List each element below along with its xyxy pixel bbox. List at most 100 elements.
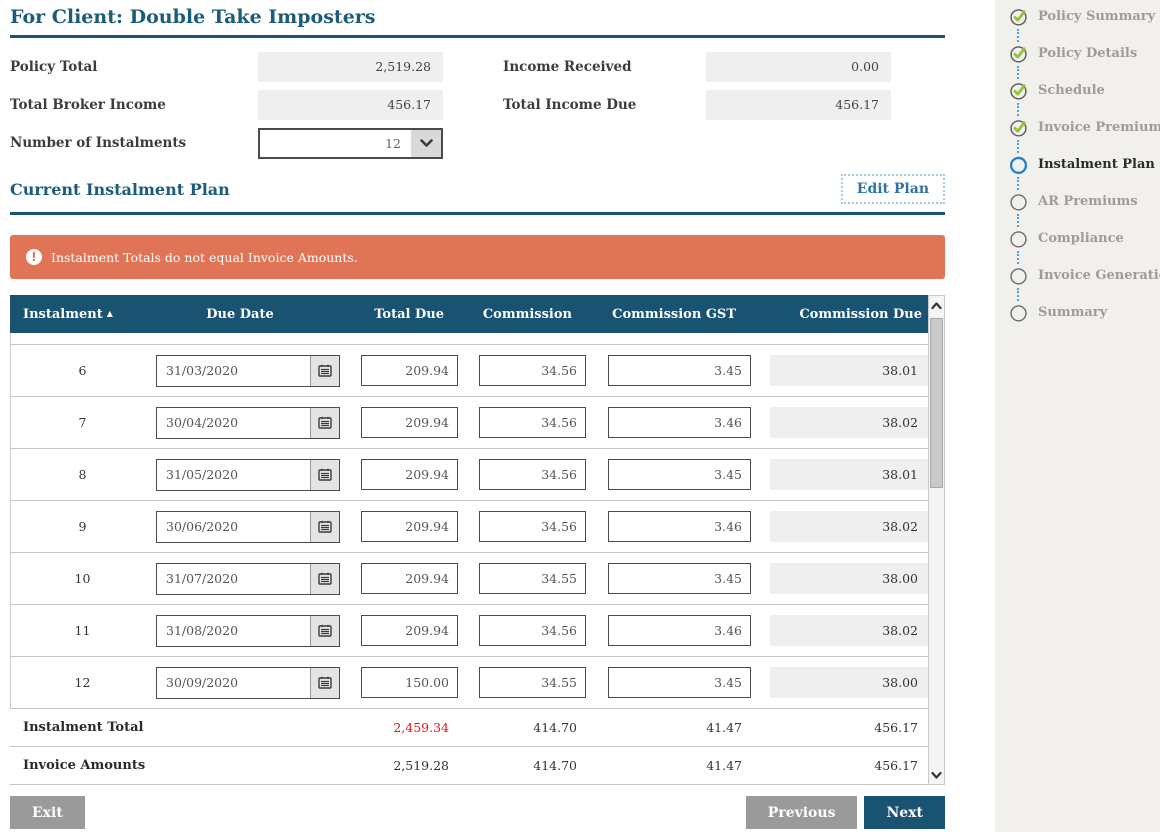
commission-input[interactable] <box>479 407 586 438</box>
commission-gst-input[interactable] <box>608 511 751 542</box>
step-label: AR Premiums <box>1038 194 1138 209</box>
table-row: 6 38.01 <box>11 345 928 397</box>
due-date-input[interactable] <box>157 615 310 646</box>
table-scrollbar[interactable] <box>928 295 945 785</box>
step-status-icon <box>1008 302 1029 323</box>
step-label: Policy Summary <box>1038 9 1156 24</box>
due-date-field <box>156 614 340 647</box>
column-commission[interactable]: Commission <box>482 306 572 322</box>
total-due-input[interactable] <box>361 459 458 490</box>
wizard-step[interactable]: AR Premiums <box>1008 191 1160 228</box>
column-due-date[interactable]: Due Date <box>206 306 274 322</box>
chevron-down-icon[interactable] <box>411 129 441 157</box>
due-date-input[interactable] <box>157 459 310 490</box>
income-received-value: 0.00 <box>706 52 891 82</box>
invoice-amounts-label: Invoice Amounts <box>23 758 146 773</box>
commission-input[interactable] <box>479 459 586 490</box>
due-date-input[interactable] <box>157 563 310 594</box>
step-label: Invoice Premiums <box>1038 120 1160 135</box>
due-date-input[interactable] <box>157 355 310 386</box>
previous-button[interactable]: Previous <box>745 796 858 829</box>
table-row: 8 38.01 <box>11 449 928 501</box>
due-date-input[interactable] <box>157 667 310 698</box>
step-label: Instalment Plan <box>1038 157 1155 172</box>
wizard-step[interactable]: Instalment Plan <box>1008 154 1160 191</box>
due-date-input[interactable] <box>157 511 310 542</box>
column-commission-gst[interactable]: Commission GST <box>612 306 736 322</box>
commission-gst-input[interactable] <box>608 355 751 386</box>
commission-input[interactable] <box>479 563 586 594</box>
commission-due-value: 38.02 <box>770 615 928 646</box>
total-broker-income-value: 456.17 <box>258 90 443 120</box>
column-commission-due[interactable]: Commission Due <box>799 306 922 322</box>
instalment-number: 9 <box>78 519 87 534</box>
total-due-input[interactable] <box>361 563 458 594</box>
summary-fields: Policy Total 2,519.28 Income Received 0.… <box>10 52 945 159</box>
policy-total-value: 2,519.28 <box>258 52 443 82</box>
column-total-due[interactable]: Total Due <box>374 306 444 322</box>
commission-input[interactable] <box>479 355 586 386</box>
total-income-due-label: Total Income Due <box>503 97 637 113</box>
calendar-icon[interactable] <box>310 407 339 438</box>
instalment-total-commission: 414.70 <box>533 720 577 735</box>
income-received-label: Income Received <box>503 59 632 75</box>
calendar-icon[interactable] <box>310 667 339 698</box>
validation-alert: ! Instalment Totals do not equal Invoice… <box>10 235 945 279</box>
calendar-icon[interactable] <box>310 615 339 646</box>
step-status-icon <box>1008 154 1029 175</box>
total-income-due-value: 456.17 <box>706 90 891 120</box>
wizard-step[interactable]: Invoice Generation <box>1008 265 1160 302</box>
table-row: 7 38.02 <box>11 397 928 449</box>
step-status-icon <box>1008 191 1029 212</box>
total-due-input[interactable] <box>361 615 458 646</box>
scroll-up-icon[interactable] <box>929 297 944 314</box>
total-due-input[interactable] <box>361 511 458 542</box>
commission-due-value: 38.01 <box>770 355 928 386</box>
due-date-field <box>156 666 340 699</box>
step-label: Summary <box>1038 305 1108 320</box>
calendar-icon[interactable] <box>310 459 339 490</box>
commission-input[interactable] <box>479 667 586 698</box>
commission-due-value: 38.01 <box>770 459 928 490</box>
invoice-amounts-commission: 414.70 <box>533 758 577 773</box>
commission-input[interactable] <box>479 615 586 646</box>
total-due-input[interactable] <box>361 407 458 438</box>
total-broker-income-label: Total Broker Income <box>10 97 166 113</box>
table-row: 9 38.02 <box>11 501 928 553</box>
due-date-input[interactable] <box>157 407 310 438</box>
calendar-icon[interactable] <box>310 511 339 542</box>
policy-total-label: Policy Total <box>10 59 98 75</box>
commission-gst-input[interactable] <box>608 667 751 698</box>
scrollbar-thumb[interactable] <box>930 318 943 488</box>
invoice-amounts-total-due: 2,519.28 <box>393 758 449 773</box>
invoice-amounts-gst: 41.47 <box>706 758 742 773</box>
wizard-step[interactable]: Invoice Premiums <box>1008 117 1160 154</box>
wizard-step[interactable]: Schedule <box>1008 80 1160 117</box>
scroll-down-icon[interactable] <box>929 766 944 783</box>
exit-button[interactable]: Exit <box>10 796 85 829</box>
commission-gst-input[interactable] <box>608 459 751 490</box>
calendar-icon[interactable] <box>310 355 339 386</box>
wizard-step[interactable]: Compliance <box>1008 228 1160 265</box>
number-of-instalments-select[interactable]: 12 <box>258 127 443 159</box>
instalment-total-gst: 41.47 <box>706 720 742 735</box>
next-button[interactable]: Next <box>864 796 945 829</box>
edit-plan-button[interactable]: Edit Plan <box>840 174 945 204</box>
instalment-total-due: 2,459.34 <box>393 720 449 735</box>
wizard-step[interactable]: Policy Details <box>1008 43 1160 80</box>
wizard-step[interactable]: Policy Summary <box>1008 6 1160 43</box>
total-due-input[interactable] <box>361 355 458 386</box>
wizard-step[interactable]: Summary <box>1008 302 1160 339</box>
column-instalment[interactable]: Instalment ▲ <box>23 306 113 322</box>
wizard-sidebar: Policy Summary Policy Details Schedule I… <box>995 0 1160 832</box>
step-status-icon <box>1008 43 1029 64</box>
total-due-input[interactable] <box>361 667 458 698</box>
commission-gst-input[interactable] <box>608 407 751 438</box>
commission-gst-input[interactable] <box>608 615 751 646</box>
calendar-icon[interactable] <box>310 563 339 594</box>
commission-input[interactable] <box>479 511 586 542</box>
commission-gst-input[interactable] <box>608 563 751 594</box>
instalment-number: 12 <box>74 675 91 690</box>
invoice-amounts-row: Invoice Amounts 2,519.28 414.70 41.47 45… <box>10 747 928 785</box>
instalment-number: 10 <box>74 571 91 586</box>
